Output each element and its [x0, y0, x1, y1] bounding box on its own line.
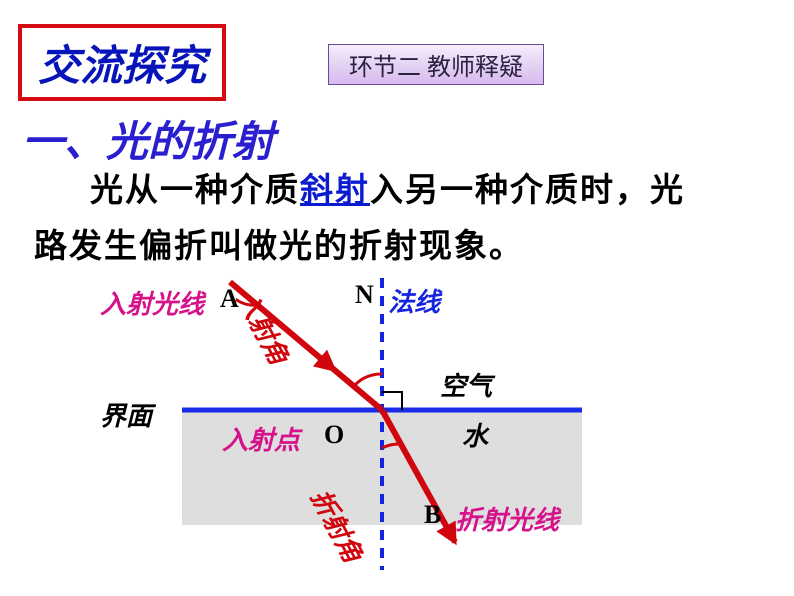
label-o: O: [324, 420, 344, 450]
refraction-diagram: 入射光线 A 入射角 N 法线 空气 界面 入射点 O 水 折射角 B 折射光线: [140, 270, 660, 590]
label-water: 水: [462, 416, 488, 453]
body-pre: 光从一种介质: [90, 173, 300, 209]
label-normal: 法线: [388, 282, 440, 319]
body-line-2: 路发生偏折叫做光的折射现象。: [34, 224, 524, 270]
label-refract-ray: 折射光线: [455, 500, 559, 537]
body-line-1: 光从一种介质斜射入另一种介质时，光: [90, 168, 685, 214]
section-heading: 一、光的折射: [22, 108, 274, 169]
label-surface: 界面: [100, 396, 152, 433]
incidence-arc: [354, 374, 382, 386]
body-mid: 入另一种介质时，光: [370, 173, 685, 209]
label-incident-ray: 入射光线: [100, 284, 204, 321]
right-angle-marker: [382, 392, 402, 410]
heading-prefix: 一、: [22, 120, 106, 166]
label-b: B: [424, 500, 441, 530]
label-air: 空气: [440, 366, 492, 403]
heading-text: 光的折射: [106, 120, 274, 166]
stage-badge: 环节二 教师释疑: [328, 44, 544, 85]
body-underlined: 斜射: [300, 173, 370, 209]
label-incident-point: 入射点: [222, 420, 300, 457]
title-box: 交流探究: [18, 24, 226, 101]
label-n: N: [355, 280, 374, 310]
